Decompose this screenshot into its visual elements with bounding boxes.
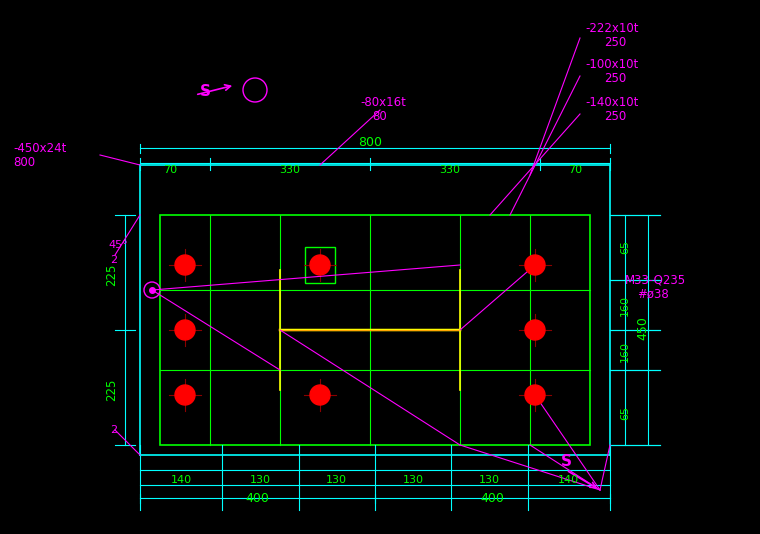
Circle shape xyxy=(525,320,545,340)
Text: 250: 250 xyxy=(604,35,626,49)
Text: 140: 140 xyxy=(559,475,579,485)
Text: 160: 160 xyxy=(620,294,630,316)
Circle shape xyxy=(175,255,195,275)
Text: #ø38: #ø38 xyxy=(637,287,669,301)
Text: 2: 2 xyxy=(110,255,117,265)
Circle shape xyxy=(525,385,545,405)
Text: 65: 65 xyxy=(620,406,630,420)
Text: 400: 400 xyxy=(245,491,270,505)
Text: 130: 130 xyxy=(403,475,423,485)
Circle shape xyxy=(310,255,330,275)
Text: 70: 70 xyxy=(163,165,177,175)
Bar xyxy=(160,215,590,445)
Text: -100x10t: -100x10t xyxy=(585,59,638,72)
Text: 250: 250 xyxy=(604,73,626,85)
Text: 330: 330 xyxy=(280,165,300,175)
Text: 450: 450 xyxy=(636,316,649,340)
Text: 400: 400 xyxy=(480,491,505,505)
Text: 2: 2 xyxy=(110,425,117,435)
Text: 800: 800 xyxy=(358,136,382,148)
Circle shape xyxy=(525,255,545,275)
Text: M33-Q235: M33-Q235 xyxy=(625,273,686,287)
Circle shape xyxy=(310,385,330,405)
Text: -140x10t: -140x10t xyxy=(585,96,638,108)
Text: S: S xyxy=(560,454,572,469)
Text: 140: 140 xyxy=(170,475,192,485)
Text: 160: 160 xyxy=(620,342,630,363)
Text: -80x16t: -80x16t xyxy=(360,96,406,108)
Text: 225: 225 xyxy=(105,379,118,401)
Circle shape xyxy=(175,385,195,405)
Text: 70: 70 xyxy=(568,165,582,175)
Text: 130: 130 xyxy=(479,475,500,485)
Text: 330: 330 xyxy=(439,165,461,175)
Circle shape xyxy=(175,320,195,340)
Text: S: S xyxy=(199,84,211,99)
Text: -450x24t: -450x24t xyxy=(13,142,66,154)
Text: 45°: 45° xyxy=(108,240,128,250)
Text: 225: 225 xyxy=(105,264,118,286)
Text: 65: 65 xyxy=(620,240,630,254)
Bar xyxy=(305,247,335,283)
Text: 130: 130 xyxy=(326,475,347,485)
Text: 130: 130 xyxy=(250,475,271,485)
Text: -222x10t: -222x10t xyxy=(585,21,638,35)
Text: 800: 800 xyxy=(13,155,35,169)
Text: 250: 250 xyxy=(604,109,626,122)
Text: 80: 80 xyxy=(372,109,387,122)
